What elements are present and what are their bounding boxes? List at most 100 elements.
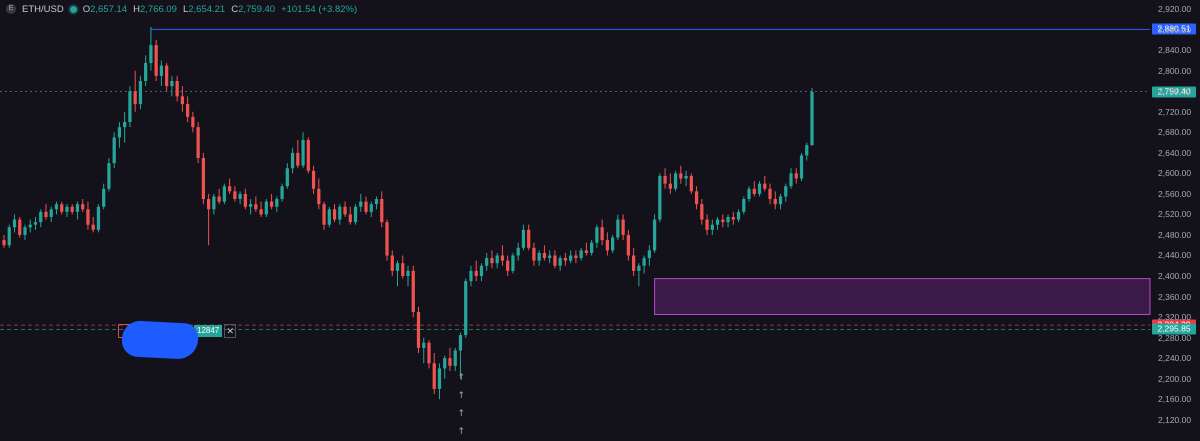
y-tick-label: 2,600.00 [1158,168,1192,179]
candle-body [217,196,221,202]
candle [569,250,573,264]
candle-body [154,45,158,76]
order-quantity[interactable]: 12847 [194,325,223,337]
candle-body [527,229,531,248]
candle-body [227,186,232,192]
candle [117,122,122,148]
candle-body [159,65,164,76]
candle-body [432,363,436,389]
candle-body [269,201,274,207]
redaction-scribble [121,320,199,360]
candle [102,183,106,210]
candle [138,75,143,110]
candle-body [259,209,263,215]
candle [458,332,463,379]
candle-body [296,152,300,166]
candle-body [569,255,573,261]
candle [54,201,59,215]
candle [322,201,326,230]
candle-body [332,209,337,220]
candle-body [353,206,358,223]
candle [805,142,809,161]
candle-body [70,206,74,212]
candle [773,191,777,210]
candle-body [553,255,557,266]
candle [259,201,263,217]
candle [306,137,310,174]
candle [411,265,415,318]
candle [196,122,200,164]
candle [479,263,484,282]
candle-body [437,368,442,389]
candle [212,193,216,215]
candle-body [516,247,520,256]
candle [254,196,258,212]
candle [144,55,148,87]
candle-body [112,137,116,164]
candle-body [33,222,38,225]
candle-body [248,204,253,207]
ethereum-icon: E [6,4,16,14]
candle-body [238,193,242,200]
candle [175,75,179,102]
candle-body [710,224,714,230]
candle-body [453,350,457,366]
y-tick-label: 2,480.00 [1158,229,1192,240]
candle-body [322,204,326,225]
tick-arrow-0: ↑ [457,373,465,383]
y-tick-label: 2,160.00 [1158,394,1192,405]
candle-body [96,206,101,230]
candle-body [794,173,798,179]
candle [673,170,678,192]
candle-body [684,175,688,179]
candle-body [778,196,783,205]
candle [684,170,688,187]
candle-body [752,188,756,194]
candle-body [642,258,646,266]
candle-body [747,188,751,200]
symbol-name[interactable]: ETH/USD [22,3,64,15]
close-icon[interactable]: ✕ [224,324,237,338]
y-tick-label: 2,440.00 [1158,250,1192,261]
candle-body [521,229,526,248]
candle-body [75,204,80,212]
symbol-legend: E ETH/USD O2,657.14 H2,766.09 L2,654.21 … [6,2,357,16]
candle [86,201,90,230]
candle-body [149,45,153,64]
candle-body [401,263,405,277]
candle [33,217,38,230]
price-axis[interactable]: 2,880.51 2,759.40 2,304.29 2,295.85 2,92… [1150,0,1200,441]
candle-body [537,252,541,261]
candle-body [138,80,143,105]
candle [217,188,221,205]
candle-body [369,204,373,212]
tick-arrow-3: ↑ [457,427,465,437]
candle-body [584,250,589,253]
candle [752,181,756,197]
candle-body [165,65,169,87]
candle [343,201,347,217]
candle [422,337,426,364]
candle-body [60,204,64,212]
candle [44,204,48,220]
candle [485,252,489,271]
change-value: +101.54 (+3.82%) [281,3,358,15]
candle [338,204,342,225]
candle-body [773,199,777,205]
candle [768,183,772,205]
candle [700,199,704,225]
candle [464,278,468,338]
candle [96,204,101,233]
candle-body [2,240,6,246]
candle [668,173,672,194]
candle-body [254,204,258,210]
candle [28,219,32,233]
candle [500,245,505,266]
candle-body [679,173,683,179]
candle [290,147,295,174]
y-tick-label: 2,120.00 [1158,414,1192,425]
candle [353,204,358,225]
candle-body [805,145,809,156]
candle-body [631,255,636,271]
